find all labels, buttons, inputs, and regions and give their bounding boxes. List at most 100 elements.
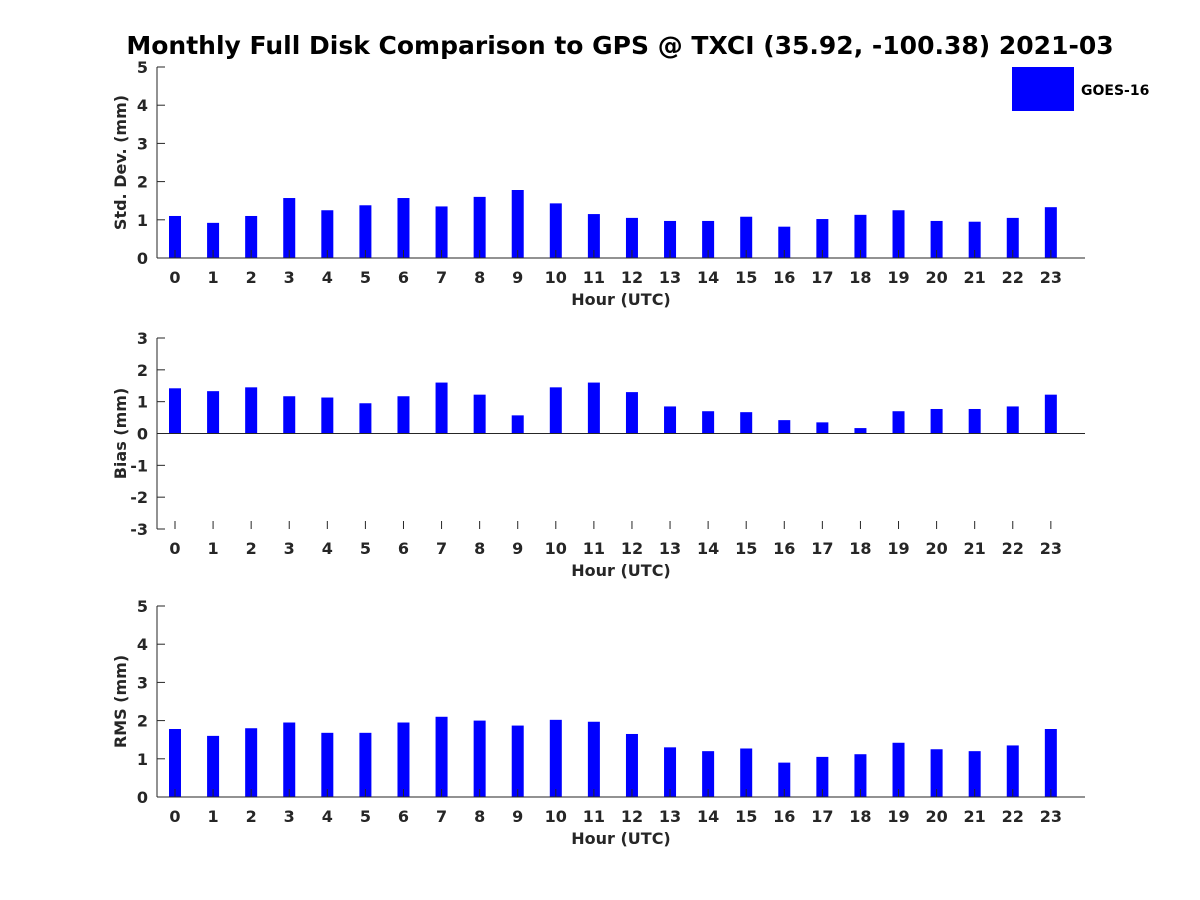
bar-hour-17 bbox=[816, 219, 829, 258]
bar-hour-6 bbox=[397, 722, 410, 797]
x-tick-label: 2 bbox=[246, 268, 257, 287]
x-axis-label: Hour (UTC) bbox=[571, 829, 671, 848]
bar-hour-8 bbox=[473, 720, 486, 797]
bar-hour-18 bbox=[854, 428, 867, 434]
bar-hour-22 bbox=[1006, 745, 1019, 797]
bar-hour-14 bbox=[702, 220, 715, 258]
bar-hour-1 bbox=[207, 222, 220, 258]
x-tick-label: 1 bbox=[208, 807, 219, 826]
x-tick-label: 13 bbox=[659, 268, 681, 287]
bar-hour-21 bbox=[968, 221, 981, 258]
x-tick-label: 9 bbox=[512, 807, 523, 826]
x-tick-label: 16 bbox=[773, 268, 795, 287]
bar-hour-3 bbox=[283, 198, 296, 258]
bar-hour-18 bbox=[854, 754, 867, 797]
bar-hour-17 bbox=[816, 422, 829, 434]
bar-hour-8 bbox=[473, 196, 486, 258]
x-tick-label: 8 bbox=[474, 268, 485, 287]
x-tick-label: 16 bbox=[773, 539, 795, 558]
x-tick-label: 14 bbox=[697, 807, 719, 826]
x-axis-label: Hour (UTC) bbox=[571, 561, 671, 580]
x-tick-label: 2 bbox=[246, 539, 257, 558]
bar-hour-20 bbox=[930, 749, 943, 797]
bar-hour-5 bbox=[359, 732, 372, 797]
bar-hour-12 bbox=[625, 733, 638, 797]
bar-hour-22 bbox=[1006, 406, 1019, 434]
bar-hour-17 bbox=[816, 756, 829, 797]
x-tick-label: 16 bbox=[773, 807, 795, 826]
x-tick-label: 10 bbox=[545, 268, 567, 287]
chart-title: Monthly Full Disk Comparison to GPS @ TX… bbox=[126, 31, 1113, 60]
x-tick-label: 23 bbox=[1040, 268, 1062, 287]
bar-hour-7 bbox=[435, 716, 448, 797]
x-tick-label: 17 bbox=[811, 807, 833, 826]
bar-hour-11 bbox=[587, 721, 600, 797]
bar-hour-9 bbox=[511, 415, 524, 434]
legend: GOES-16 bbox=[1012, 67, 1149, 111]
bar-hour-1 bbox=[207, 735, 220, 797]
x-tick-label: 14 bbox=[697, 539, 719, 558]
x-tick-label: 4 bbox=[322, 539, 333, 558]
bar-hour-20 bbox=[930, 220, 943, 258]
y-tick-label: 2 bbox=[137, 712, 148, 731]
x-tick-label: 19 bbox=[887, 268, 909, 287]
bar-hour-13 bbox=[664, 406, 677, 434]
y-axis-label: Std. Dev. (mm) bbox=[111, 95, 130, 230]
x-tick-label: 15 bbox=[735, 539, 757, 558]
bar-hour-11 bbox=[587, 214, 600, 258]
bar-hour-2 bbox=[245, 728, 258, 797]
x-tick-label: 8 bbox=[474, 539, 485, 558]
x-tick-label: 22 bbox=[1002, 268, 1024, 287]
x-tick-label: 23 bbox=[1040, 807, 1062, 826]
x-tick-label: 18 bbox=[849, 539, 871, 558]
bar-hour-15 bbox=[740, 412, 753, 434]
x-tick-label: 1 bbox=[208, 268, 219, 287]
bar-hour-20 bbox=[930, 408, 943, 434]
bar-hour-13 bbox=[664, 747, 677, 797]
x-tick-label: 4 bbox=[322, 268, 333, 287]
x-tick-label: 20 bbox=[925, 807, 947, 826]
bar-hour-9 bbox=[511, 725, 524, 797]
x-tick-label: 11 bbox=[583, 807, 605, 826]
x-tick-label: 11 bbox=[583, 268, 605, 287]
x-tick-label: 19 bbox=[887, 807, 909, 826]
bar-hour-2 bbox=[245, 215, 258, 258]
bar-hour-23 bbox=[1044, 729, 1057, 797]
bar-hour-0 bbox=[169, 388, 181, 434]
y-tick-label: 1 bbox=[137, 393, 148, 412]
bar-hour-4 bbox=[321, 397, 334, 434]
bar-hour-15 bbox=[740, 216, 753, 258]
y-tick-label: 3 bbox=[137, 673, 148, 692]
x-axis-label: Hour (UTC) bbox=[571, 290, 671, 309]
y-tick-label: 5 bbox=[137, 58, 148, 77]
bar-hour-4 bbox=[321, 732, 334, 797]
y-tick-label: 3 bbox=[137, 329, 148, 348]
bar-hour-16 bbox=[778, 420, 791, 434]
x-tick-label: 5 bbox=[360, 807, 371, 826]
x-tick-label: 0 bbox=[169, 807, 180, 826]
bar-hour-14 bbox=[702, 411, 715, 434]
x-tick-label: 7 bbox=[436, 268, 447, 287]
x-tick-label: 14 bbox=[697, 268, 719, 287]
bar-hour-12 bbox=[625, 217, 638, 258]
bar-hour-5 bbox=[359, 403, 372, 434]
bar-hour-12 bbox=[625, 392, 638, 434]
bar-hour-7 bbox=[435, 382, 448, 434]
x-tick-label: 21 bbox=[964, 268, 986, 287]
y-tick-label: -1 bbox=[130, 456, 148, 475]
legend-label: GOES-16 bbox=[1081, 83, 1149, 99]
x-tick-label: 2 bbox=[246, 807, 257, 826]
x-tick-label: 3 bbox=[284, 268, 295, 287]
x-tick-label: 0 bbox=[169, 539, 180, 558]
x-tick-label: 10 bbox=[545, 807, 567, 826]
bar-hour-21 bbox=[968, 408, 981, 434]
y-tick-label: 2 bbox=[137, 361, 148, 380]
y-tick-label: -3 bbox=[130, 520, 148, 539]
bar-hour-23 bbox=[1044, 207, 1057, 258]
y-tick-label: 2 bbox=[137, 173, 148, 192]
x-tick-label: 17 bbox=[811, 268, 833, 287]
x-tick-label: 12 bbox=[621, 807, 643, 826]
x-tick-label: 17 bbox=[811, 539, 833, 558]
